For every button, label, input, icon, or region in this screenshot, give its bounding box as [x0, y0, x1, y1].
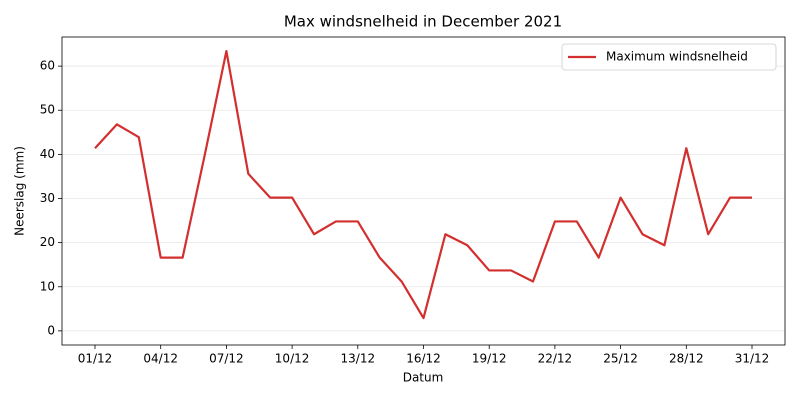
- y-tick-label: 30: [40, 191, 55, 205]
- y-tick-label: 0: [47, 323, 55, 337]
- data-line: [94, 50, 752, 320]
- y-tick-label: 50: [40, 103, 55, 117]
- x-tick-label: 04/12: [143, 352, 178, 366]
- y-tick-label: 10: [40, 279, 55, 293]
- x-axis-label: Datum: [403, 371, 444, 385]
- y-axis-label: Neerslag (mm): [13, 146, 27, 236]
- x-tick-label: 07/12: [209, 352, 244, 366]
- x-tick-label: 01/12: [78, 352, 113, 366]
- legend-box: [561, 43, 777, 71]
- x-tick-label: 13/12: [341, 352, 376, 366]
- legend-label: Maximum windsnelheid: [606, 50, 748, 64]
- x-tick-label: 16/12: [406, 352, 441, 366]
- y-tick-label: 60: [40, 59, 55, 73]
- x-tick-label: 22/12: [538, 352, 573, 366]
- x-tick-label: 25/12: [603, 352, 638, 366]
- x-tick-label: 28/12: [669, 352, 704, 366]
- plot-frame: [61, 36, 786, 346]
- chart-title: Max windsnelheid in December 2021: [284, 13, 562, 31]
- y-tick-label: 40: [40, 147, 55, 161]
- x-tick-label: 19/12: [472, 352, 507, 366]
- x-tick-label: 31/12: [735, 352, 770, 366]
- x-tick-label: 10/12: [275, 352, 310, 366]
- y-tick-label: 20: [40, 235, 55, 249]
